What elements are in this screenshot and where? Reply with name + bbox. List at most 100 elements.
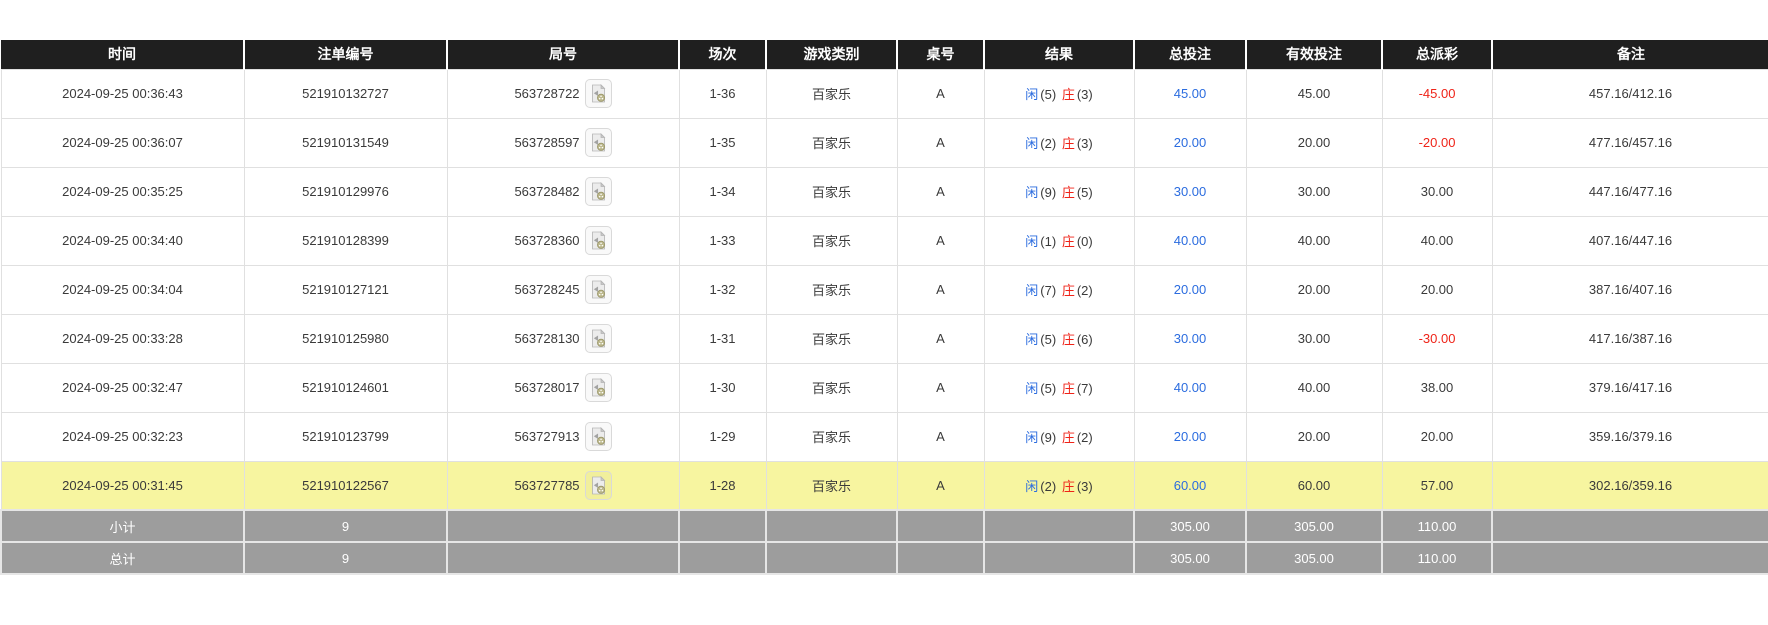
player-label: 闲 (1025, 283, 1039, 298)
header-round-number: 局号 (447, 40, 680, 69)
cell-time: 2024-09-25 00:31:45 (0, 460, 245, 511)
cell-table-number: A (896, 215, 985, 266)
video-replay-button[interactable] (584, 422, 612, 451)
table-row[interactable]: 2024-09-25 00:32:47 521910124601 5637280… (0, 362, 1768, 413)
cell-result: 闲 (5) 庄 (3) (983, 68, 1135, 119)
player-score: (2) (1040, 136, 1057, 151)
grand-total-total-payout: 110.00 (1381, 541, 1493, 575)
table-row-selected[interactable]: 2024-09-25 00:31:45 521910122567 5637277… (0, 460, 1768, 511)
round-number-text: 563728130 (514, 331, 580, 346)
cell-session: 1-34 (678, 166, 767, 217)
cell-game-type: 百家乐 (765, 68, 898, 119)
player-label: 闲 (1025, 136, 1039, 151)
banker-score: (3) (1076, 136, 1093, 151)
table-row[interactable]: 2024-09-25 00:34:40 521910128399 5637283… (0, 215, 1768, 266)
banker-label: 庄 (1061, 478, 1075, 494)
cell-total-bet: 30.00 (1133, 313, 1247, 364)
subtotal-total-payout: 110.00 (1381, 509, 1493, 543)
player-label: 闲 (1025, 234, 1039, 249)
subtotal-empty-result (983, 509, 1135, 543)
cell-valid-bet: 20.00 (1245, 264, 1383, 315)
banker-score: (6) (1076, 332, 1093, 347)
cell-valid-bet: 60.00 (1245, 460, 1383, 511)
cell-total-payout: -45.00 (1381, 68, 1493, 119)
subtotal-empty-gametype (765, 509, 898, 543)
cell-game-type: 百家乐 (765, 313, 898, 364)
cell-remark: 387.16/407.16 (1491, 264, 1768, 315)
banker-label: 庄 (1061, 381, 1075, 396)
header-result: 结果 (984, 40, 1135, 69)
cell-table-number: A (896, 411, 985, 462)
cell-total-payout: 20.00 (1381, 411, 1493, 462)
video-replay-button[interactable] (584, 275, 612, 304)
subtotal-empty-table (896, 509, 985, 543)
table-row[interactable]: 2024-09-25 00:32:23 521910123799 5637279… (0, 411, 1768, 462)
video-replay-icon (591, 280, 606, 299)
cell-session: 1-28 (678, 460, 767, 511)
cell-remark: 302.16/359.16 (1491, 460, 1768, 511)
video-replay-icon (591, 84, 606, 103)
table-row[interactable]: 2024-09-25 00:35:25 521910129976 5637284… (0, 166, 1768, 217)
cell-remark: 407.16/447.16 (1491, 215, 1768, 266)
header-table-number: 桌号 (897, 40, 985, 69)
header-valid-bet: 有效投注 (1246, 40, 1383, 69)
player-score: (5) (1040, 332, 1057, 347)
table-row[interactable]: 2024-09-25 00:36:07 521910131549 5637285… (0, 117, 1768, 168)
video-replay-button[interactable] (584, 128, 612, 157)
round-number-text: 563728482 (514, 184, 580, 199)
banker-label: 庄 (1061, 136, 1075, 151)
cell-game-type: 百家乐 (765, 215, 898, 266)
header-time: 时间 (1, 40, 245, 69)
cell-game-type: 百家乐 (765, 411, 898, 462)
header-session: 场次 (679, 40, 767, 69)
cell-bet-number: 521910124601 (243, 362, 448, 413)
video-replay-button[interactable] (584, 226, 612, 255)
player-score: (2) (1040, 478, 1057, 494)
bet-history-report: 时间 注单编号 局号 场次 游戏类别 桌号 结果 总投注 有效投注 总派彩 备注… (0, 40, 1768, 575)
cell-session: 1-32 (678, 264, 767, 315)
grand-total-count: 9 (243, 541, 448, 575)
video-replay-icon (591, 475, 606, 495)
cell-valid-bet: 20.00 (1245, 411, 1383, 462)
cell-total-bet: 45.00 (1133, 68, 1247, 119)
bet-history-table: 时间 注单编号 局号 场次 游戏类别 桌号 结果 总投注 有效投注 总派彩 备注… (0, 40, 1768, 575)
video-replay-button[interactable] (584, 324, 612, 353)
cell-session: 1-30 (678, 362, 767, 413)
cell-bet-number: 521910125980 (243, 313, 448, 364)
cell-session: 1-29 (678, 411, 767, 462)
subtotal-valid-bet: 305.00 (1245, 509, 1383, 543)
video-replay-icon (591, 231, 606, 250)
video-replay-button[interactable] (584, 373, 612, 402)
header-bet-number: 注单编号 (244, 40, 448, 69)
cell-round-number: 563727913 (446, 411, 680, 462)
cell-game-type: 百家乐 (765, 166, 898, 217)
round-number-text: 563728597 (514, 135, 580, 150)
banker-label: 庄 (1061, 185, 1075, 200)
banker-score: (2) (1076, 430, 1093, 445)
cell-result: 闲 (1) 庄 (0) (983, 215, 1135, 266)
cell-total-bet: 40.00 (1133, 215, 1247, 266)
table-row[interactable]: 2024-09-25 00:36:43 521910132727 5637287… (0, 68, 1768, 119)
video-replay-button[interactable] (584, 177, 612, 206)
round-number-text: 563728722 (514, 86, 580, 101)
table-row[interactable]: 2024-09-25 00:33:28 521910125980 5637281… (0, 313, 1768, 364)
cell-session: 1-35 (678, 117, 767, 168)
cell-remark: 447.16/477.16 (1491, 166, 1768, 217)
cell-remark: 477.16/457.16 (1491, 117, 1768, 168)
video-replay-button[interactable] (584, 79, 612, 108)
cell-total-bet: 30.00 (1133, 166, 1247, 217)
grand-total-empty-remark (1491, 541, 1768, 575)
cell-time: 2024-09-25 00:32:23 (0, 411, 245, 462)
banker-label: 庄 (1061, 430, 1075, 445)
video-replay-icon (591, 427, 606, 446)
cell-round-number: 563727785 (446, 460, 680, 511)
table-row[interactable]: 2024-09-25 00:34:04 521910127121 5637282… (0, 264, 1768, 315)
subtotal-empty-round (446, 509, 680, 543)
cell-table-number: A (896, 264, 985, 315)
cell-round-number: 563728482 (446, 166, 680, 217)
cell-time: 2024-09-25 00:34:04 (0, 264, 245, 315)
round-number-text: 563728017 (514, 380, 580, 395)
video-replay-button[interactable] (584, 470, 612, 500)
cell-round-number: 563728017 (446, 362, 680, 413)
cell-table-number: A (896, 166, 985, 217)
